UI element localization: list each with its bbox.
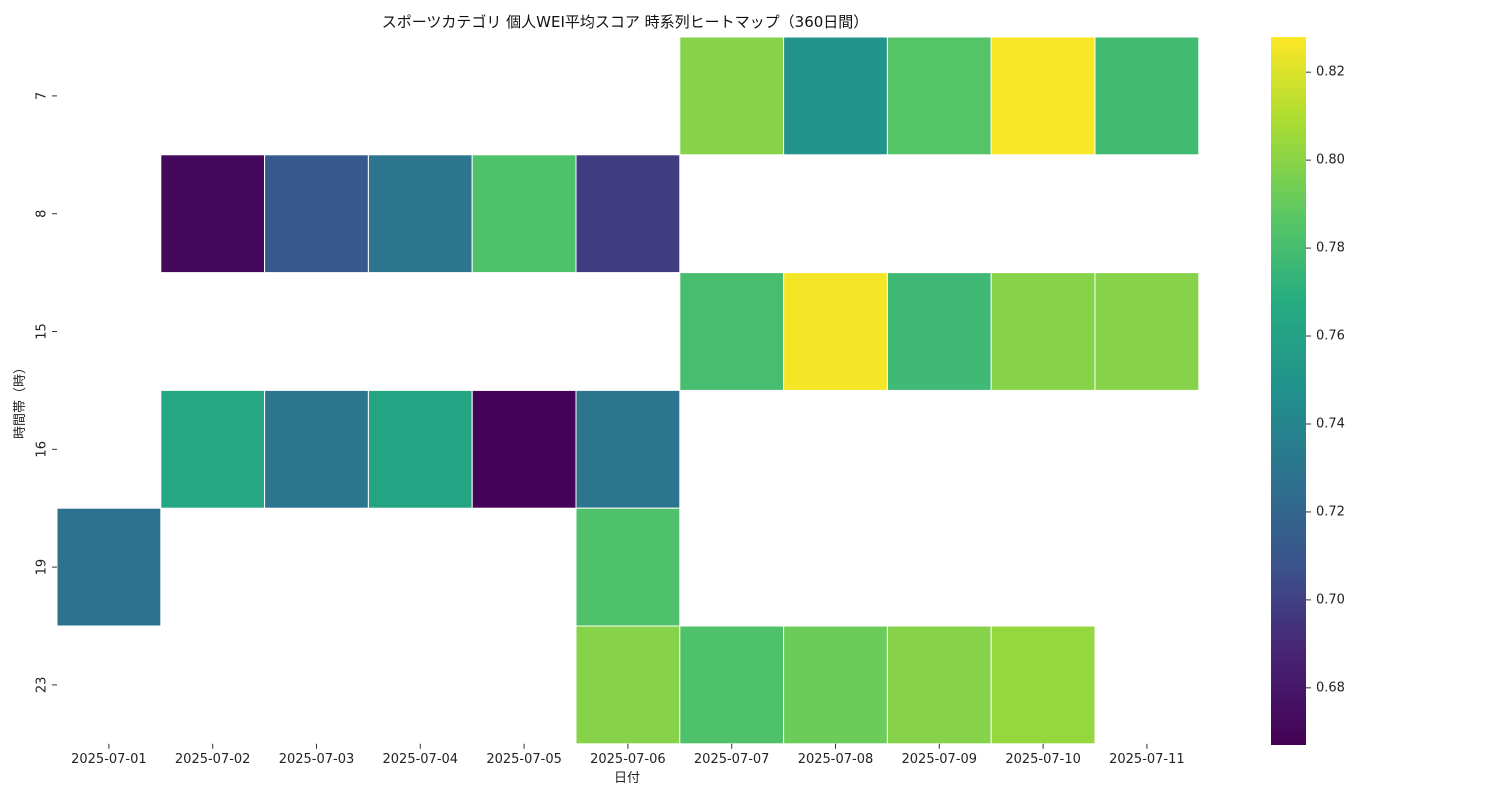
y-tick-label: 15	[35, 323, 50, 340]
x-tick-label: 2025-07-09	[902, 752, 978, 767]
colorbar-tick-label: 0.68	[1316, 680, 1345, 695]
x-tick-label: 2025-07-07	[694, 752, 770, 767]
colorbar-tick-label: 0.82	[1316, 65, 1345, 80]
x-tick-label: 2025-07-11	[1109, 752, 1185, 767]
heatmap-cell	[56, 507, 162, 627]
heatmap-cell	[679, 36, 785, 156]
colorbar-tick-label: 0.74	[1316, 416, 1345, 431]
x-axis-label: 日付	[614, 771, 640, 786]
heatmap-cell	[1094, 272, 1200, 391]
heatmap-cells	[56, 36, 1200, 745]
colorbar-tick-label: 0.76	[1316, 329, 1345, 344]
heatmap-cell	[990, 272, 1096, 391]
heatmap-cell	[264, 154, 369, 274]
heatmap-cell	[575, 389, 681, 509]
heatmap-cell	[367, 154, 473, 274]
heatmap-cell	[990, 625, 1096, 745]
x-axis: 2025-07-01 2025-07-02 2025-07-03 2025-07-04…	[71, 743, 1185, 767]
heatmap-cell	[783, 36, 888, 156]
x-tick-label: 2025-07-10	[1005, 752, 1081, 767]
colorbar-tick-label: 0.70	[1316, 592, 1345, 607]
heatmap-cell	[886, 36, 992, 156]
x-tick-label: 2025-07-08	[798, 752, 874, 767]
y-tick-label: 16	[35, 441, 50, 458]
heatmap-cell	[575, 625, 681, 745]
heatmap-cell	[575, 154, 681, 274]
heatmap-cell	[367, 389, 473, 509]
y-tick-label: 23	[35, 677, 50, 694]
heatmap-cell	[160, 154, 266, 274]
y-tick-label: 19	[35, 559, 50, 576]
heatmap-cell	[990, 36, 1096, 156]
x-tick-label: 2025-07-05	[486, 752, 562, 767]
y-tick-label: 8	[35, 210, 50, 218]
heatmap-cell	[1094, 36, 1200, 156]
colorbar-axis: 0.68 0.70 0.72 0.74 0.76 0.78 0.80 0.82	[1306, 65, 1345, 695]
x-tick-label: 2025-07-01	[71, 752, 147, 767]
colorbar-tick-label: 0.72	[1316, 504, 1345, 519]
chart-title: スポーツカテゴリ 個人WEI平均スコア 時系列ヒートマップ（360日間）	[382, 13, 869, 31]
heatmap-cell	[160, 389, 266, 509]
y-tick-label: 7	[35, 92, 50, 100]
heatmap-cell	[886, 272, 992, 391]
heatmap-cell	[471, 389, 577, 509]
heatmap-cell	[783, 272, 888, 391]
x-tick-label: 2025-07-02	[175, 752, 251, 767]
heatmap-cell	[783, 625, 888, 745]
x-tick-label: 2025-07-06	[590, 752, 666, 767]
colorbar	[1271, 37, 1306, 745]
colorbar-tick-label: 0.78	[1316, 241, 1345, 256]
heatmap-cell	[679, 625, 785, 745]
x-tick-label: 2025-07-04	[383, 752, 459, 767]
heatmap-cell	[886, 625, 992, 745]
colorbar-tick-label: 0.80	[1316, 153, 1345, 168]
heatmap-cell	[679, 272, 785, 391]
heatmap-cell	[471, 154, 577, 274]
heatmap-cell	[264, 389, 369, 509]
y-axis: 7 8 15 16 19 23	[35, 92, 57, 694]
x-tick-label: 2025-07-03	[279, 752, 355, 767]
y-axis-label: 時間帯（時）	[13, 361, 28, 439]
heatmap-cell	[575, 507, 681, 627]
